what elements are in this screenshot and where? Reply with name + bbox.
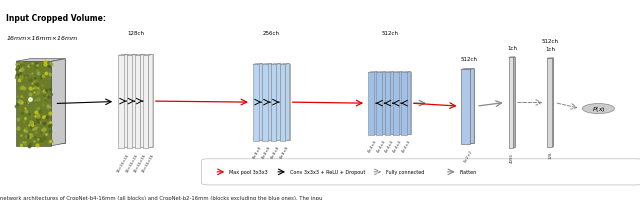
Text: Conv 3x3x3 + ReLU + Dropout: Conv 3x3x3 + ReLU + Dropout (290, 170, 365, 174)
Text: 8×8×8: 8×8×8 (253, 145, 263, 159)
Polygon shape (140, 55, 145, 147)
Polygon shape (513, 58, 515, 148)
Circle shape (582, 104, 614, 114)
Polygon shape (374, 72, 378, 135)
Text: network architectures of CropNet-b4-16mm (all blocks) and CropNet-b2-16mm (block: network architectures of CropNet-b4-16mm… (0, 195, 323, 200)
Text: 2×2×2: 2×2×2 (463, 149, 473, 163)
Text: 16×16×16: 16×16×16 (125, 152, 138, 172)
Polygon shape (376, 73, 382, 135)
Polygon shape (51, 59, 65, 146)
Text: Flatten: Flatten (460, 170, 477, 174)
Polygon shape (461, 70, 470, 144)
Text: 1ch: 1ch (507, 46, 517, 51)
Polygon shape (548, 59, 553, 147)
Polygon shape (401, 72, 411, 73)
Text: 128ch: 128ch (127, 31, 145, 36)
Text: 512ch: 512ch (381, 31, 398, 36)
Polygon shape (118, 55, 128, 56)
Text: 8×8×8: 8×8×8 (262, 145, 272, 159)
Polygon shape (131, 55, 136, 147)
Polygon shape (388, 72, 394, 134)
Polygon shape (262, 64, 272, 65)
Polygon shape (16, 59, 65, 62)
Text: 1ch: 1ch (545, 47, 556, 52)
Polygon shape (148, 55, 153, 147)
Polygon shape (382, 72, 386, 135)
Text: 16mm×16mm×16mm: 16mm×16mm×16mm (6, 36, 77, 41)
Polygon shape (385, 73, 390, 135)
Polygon shape (372, 72, 378, 134)
Text: 4×4×4: 4×4×4 (376, 139, 387, 153)
Text: 8×8×8: 8×8×8 (271, 145, 281, 159)
Polygon shape (509, 58, 513, 148)
Polygon shape (407, 72, 411, 135)
Polygon shape (280, 64, 290, 65)
Polygon shape (547, 59, 552, 147)
Text: 16×16×16: 16×16×16 (133, 152, 147, 172)
Polygon shape (461, 69, 474, 70)
Polygon shape (253, 64, 263, 65)
Text: 4×4×4: 4×4×4 (367, 139, 378, 153)
Polygon shape (284, 64, 290, 140)
Polygon shape (140, 55, 145, 148)
Polygon shape (143, 56, 148, 148)
Polygon shape (143, 55, 153, 56)
Polygon shape (276, 64, 281, 141)
Polygon shape (271, 64, 281, 65)
Text: 128: 128 (548, 151, 552, 158)
Text: 16×16×16: 16×16×16 (116, 152, 130, 172)
Polygon shape (132, 55, 136, 148)
Polygon shape (376, 72, 386, 73)
Polygon shape (262, 65, 268, 141)
Polygon shape (259, 64, 263, 141)
Polygon shape (470, 69, 474, 144)
Polygon shape (552, 59, 553, 147)
Polygon shape (380, 72, 386, 134)
Text: Fully connected: Fully connected (386, 170, 424, 174)
Polygon shape (393, 72, 403, 73)
Polygon shape (118, 56, 124, 148)
Text: Max pool 3x3x3: Max pool 3x3x3 (229, 170, 268, 174)
Text: 512ch: 512ch (542, 39, 559, 44)
Polygon shape (405, 72, 411, 134)
Polygon shape (30, 59, 65, 143)
Polygon shape (123, 55, 128, 147)
Polygon shape (135, 55, 145, 56)
Polygon shape (257, 64, 263, 140)
FancyBboxPatch shape (202, 159, 640, 185)
Polygon shape (127, 55, 136, 56)
Polygon shape (397, 72, 403, 134)
Polygon shape (393, 73, 399, 135)
Polygon shape (280, 65, 285, 141)
Polygon shape (368, 73, 374, 135)
Text: 4×4×4: 4×4×4 (401, 139, 412, 153)
Text: 512ch: 512ch (460, 57, 477, 62)
Text: 8×8×8: 8×8×8 (280, 145, 290, 159)
Polygon shape (271, 65, 276, 141)
Polygon shape (285, 64, 290, 141)
Polygon shape (368, 72, 378, 73)
Polygon shape (399, 72, 403, 135)
Polygon shape (124, 55, 128, 148)
Polygon shape (401, 73, 407, 135)
Polygon shape (148, 55, 153, 148)
Text: 4×4×4: 4×4×4 (392, 139, 403, 153)
Polygon shape (385, 72, 394, 73)
Polygon shape (511, 58, 515, 148)
Text: Input Cropped Volume:: Input Cropped Volume: (6, 14, 106, 23)
Text: 4×4×4: 4×4×4 (384, 139, 395, 153)
Polygon shape (127, 56, 132, 148)
Text: 4096: 4096 (509, 152, 514, 162)
Text: 256ch: 256ch (263, 31, 280, 36)
Polygon shape (253, 65, 259, 141)
Polygon shape (465, 69, 474, 143)
Polygon shape (275, 64, 281, 140)
Text: 16×16×16: 16×16×16 (141, 152, 155, 172)
Polygon shape (268, 64, 272, 141)
Polygon shape (266, 64, 272, 140)
Polygon shape (16, 62, 51, 146)
Text: $P(x)$: $P(x)$ (591, 105, 605, 113)
Polygon shape (135, 56, 140, 148)
Polygon shape (390, 72, 394, 135)
